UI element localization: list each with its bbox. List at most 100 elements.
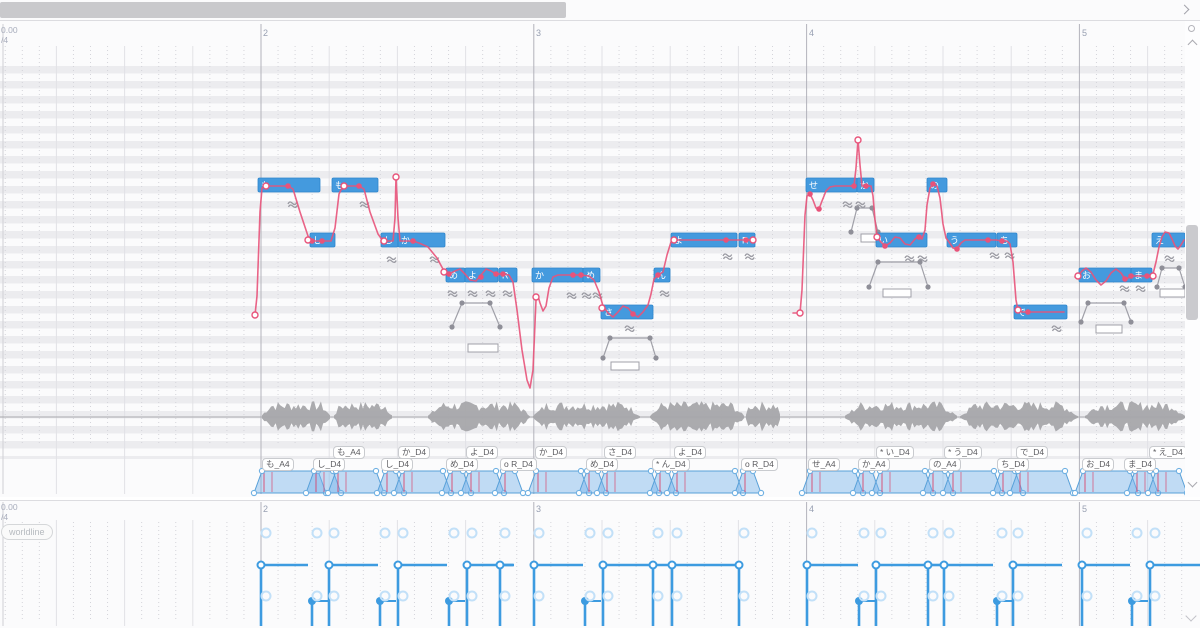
envelope-widget-handle[interactable] (600, 355, 606, 361)
vibrato-icon[interactable] (904, 258, 915, 263)
envelope-widget-handle[interactable] (607, 335, 613, 341)
pitch-control-point[interactable] (1025, 309, 1031, 315)
vibrato-icon[interactable] (1135, 285, 1146, 290)
vibrato-icon[interactable] (917, 258, 928, 263)
envelope-widget-handle[interactable] (917, 259, 923, 265)
envelope-handle[interactable] (921, 467, 929, 475)
pitch-control-point[interactable] (285, 183, 291, 189)
envelope-widget-handle[interactable] (1159, 265, 1165, 271)
track-note-head[interactable] (256, 560, 266, 570)
phoneme-label[interactable]: も_A4 (262, 458, 294, 471)
vibrato-icon[interactable] (744, 253, 755, 258)
pitch-control-point[interactable] (1128, 273, 1134, 279)
envelope-handle[interactable] (868, 489, 876, 497)
pitch-control-point[interactable] (723, 237, 729, 243)
vibrato-icon[interactable] (904, 255, 915, 260)
vibrato-icon[interactable] (502, 290, 513, 295)
pitch-anchor-point[interactable] (796, 309, 804, 317)
envelope-handle[interactable] (373, 489, 381, 497)
vibrato-icon[interactable] (744, 256, 755, 261)
phoneme-envelope[interactable] (1147, 470, 1188, 494)
envelope-handle[interactable] (439, 467, 447, 475)
pitch-control-point[interactable] (985, 237, 991, 243)
pitch-control-point[interactable] (1122, 276, 1128, 282)
envelope-widget-handle[interactable] (1078, 319, 1084, 325)
envelope-handle[interactable] (757, 489, 765, 497)
track-note-head[interactable] (667, 560, 677, 570)
phoneme-label[interactable]: か_D4 (535, 446, 568, 459)
scroll-right-icon[interactable] (1179, 4, 1190, 15)
phoneme-label[interactable]: ま_D4 (1124, 458, 1157, 471)
pitch-control-point[interactable] (743, 237, 749, 243)
envelope-handle[interactable] (798, 489, 806, 497)
track-note-head[interactable] (529, 560, 539, 570)
phoneme-label[interactable]: よ_D4 (466, 446, 499, 459)
vertical-scrollbar-thumb[interactable] (1186, 225, 1198, 320)
envelope-widget-handle[interactable] (854, 205, 860, 211)
pitch-control-point[interactable] (655, 272, 661, 278)
pitch-control-point[interactable] (319, 238, 325, 244)
overlap-handle-box[interactable] (610, 361, 640, 371)
vibrato-icon[interactable] (386, 256, 397, 261)
vibrato-icon[interactable] (287, 201, 298, 206)
pitch-control-point[interactable] (570, 272, 576, 278)
envelope-handle[interactable] (646, 489, 654, 497)
phoneme-envelope[interactable] (494, 470, 524, 494)
vibrato-icon[interactable] (722, 256, 733, 261)
envelope-handle[interactable] (519, 489, 527, 497)
envelope-handle[interactable] (302, 489, 310, 497)
vertical-scrollbar[interactable] (1185, 21, 1200, 497)
envelope-handle[interactable] (731, 467, 739, 475)
pitch-control-point[interactable] (807, 191, 813, 197)
envelope-widget-handle[interactable] (487, 300, 493, 306)
pitch-anchor-point[interactable] (340, 182, 348, 190)
track-name-tag[interactable]: worldline (1, 524, 53, 540)
envelope-widget-handle[interactable] (1154, 284, 1160, 290)
note[interactable] (653, 267, 671, 283)
pitch-anchor-point[interactable] (1074, 272, 1082, 280)
vibrato-icon[interactable] (722, 253, 733, 258)
phoneme-label[interactable]: * い_D4 (876, 446, 914, 459)
pitch-control-point[interactable] (500, 271, 506, 277)
envelope-handle[interactable] (1144, 489, 1152, 497)
scroll-up-icon[interactable] (1187, 39, 1198, 50)
pitch-control-point[interactable] (410, 238, 416, 244)
vibrato-icon[interactable] (429, 259, 440, 264)
track-note-head[interactable] (734, 560, 744, 570)
vibrato-icon[interactable] (581, 295, 592, 300)
phoneme-label[interactable]: さ_D4 (604, 446, 637, 459)
overlap-handle-box[interactable] (1159, 288, 1186, 298)
envelope-handle[interactable] (524, 489, 532, 497)
vibrato-icon[interactable] (485, 293, 496, 298)
envelope-widget-handle[interactable] (1121, 300, 1127, 306)
track-note-head[interactable] (802, 560, 812, 570)
overlap-handle-box[interactable] (882, 288, 912, 298)
vibrato-icon[interactable] (842, 201, 853, 206)
pitch-control-point[interactable] (356, 183, 362, 189)
pitch-control-point[interactable] (882, 243, 888, 249)
envelope-handle[interactable] (577, 467, 585, 475)
pitch-control-point[interactable] (578, 272, 584, 278)
envelope-widget-handle[interactable] (848, 229, 854, 235)
phoneme-label[interactable]: の_A4 (929, 458, 961, 471)
track-note-head[interactable] (648, 560, 658, 570)
vibrato-icon[interactable] (989, 255, 1000, 260)
envelope-handle[interactable] (457, 489, 465, 497)
vibrato-icon[interactable] (1119, 288, 1130, 293)
phoneme-label[interactable]: o R_D4 (500, 458, 537, 471)
envelope-widget-handle[interactable] (875, 259, 881, 265)
phoneme-label[interactable]: し_D4 (313, 458, 346, 471)
pitch-anchor-point[interactable] (670, 236, 678, 244)
envelope-handle[interactable] (491, 489, 499, 497)
pitch-anchor-point[interactable] (854, 136, 862, 144)
overlap-handle-box[interactable] (467, 343, 499, 353)
pitch-anchor-point[interactable] (598, 304, 606, 312)
phoneme-label[interactable]: め_D4 (586, 458, 619, 471)
envelope-handle[interactable] (849, 489, 857, 497)
vibrato-icon[interactable] (1051, 328, 1062, 333)
pitch-anchor-point[interactable] (392, 173, 400, 181)
envelope-widget-handle[interactable] (449, 324, 455, 330)
pitch-control-point[interactable] (493, 271, 499, 277)
envelope-widget-handle[interactable] (925, 284, 931, 290)
